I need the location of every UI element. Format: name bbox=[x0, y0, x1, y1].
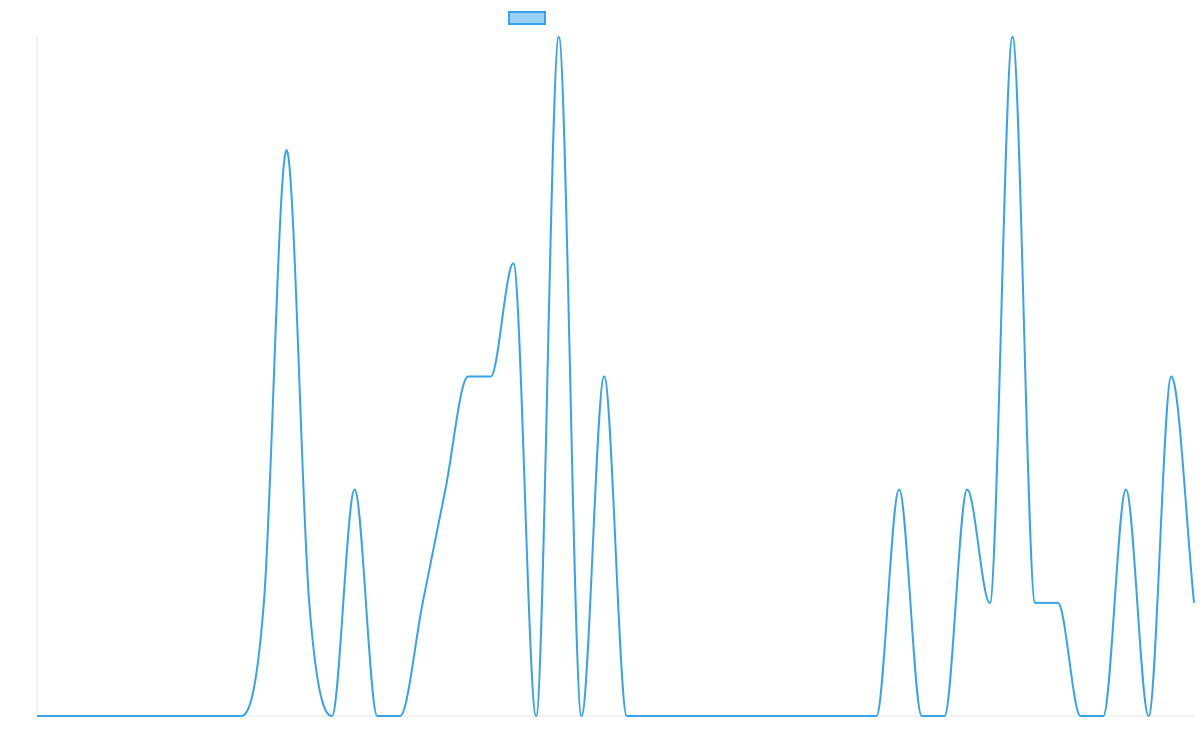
data-point[interactable] bbox=[919, 713, 925, 719]
data-point[interactable] bbox=[125, 713, 131, 719]
data-point[interactable] bbox=[170, 713, 176, 719]
data-point[interactable] bbox=[79, 713, 85, 719]
data-point[interactable] bbox=[261, 600, 267, 606]
data-point[interactable] bbox=[737, 713, 743, 719]
data-point[interactable] bbox=[420, 600, 426, 606]
data-point[interactable] bbox=[669, 713, 675, 719]
data-point[interactable] bbox=[805, 713, 811, 719]
data-point[interactable] bbox=[987, 600, 993, 606]
data-point[interactable] bbox=[941, 713, 947, 719]
data-point[interactable] bbox=[873, 713, 879, 719]
data-point[interactable] bbox=[1055, 600, 1061, 606]
series-line bbox=[37, 36, 1195, 717]
data-point[interactable] bbox=[647, 713, 653, 719]
data-point[interactable] bbox=[1191, 600, 1197, 606]
data-point[interactable] bbox=[828, 713, 834, 719]
data-point[interactable] bbox=[533, 713, 539, 719]
data-point[interactable] bbox=[1123, 487, 1129, 493]
data-point[interactable] bbox=[692, 713, 698, 719]
data-point[interactable] bbox=[397, 713, 403, 719]
data-point[interactable] bbox=[715, 713, 721, 719]
data-point[interactable] bbox=[34, 713, 40, 719]
data-point[interactable] bbox=[1010, 34, 1016, 40]
data-point[interactable] bbox=[193, 713, 199, 719]
data-point[interactable] bbox=[1078, 713, 1084, 719]
data-point[interactable] bbox=[465, 374, 471, 380]
legend-swatch bbox=[508, 11, 546, 25]
data-point[interactable] bbox=[102, 713, 108, 719]
data-point[interactable] bbox=[578, 713, 584, 719]
data-point[interactable] bbox=[851, 713, 857, 719]
data-point[interactable] bbox=[896, 487, 902, 493]
data-point[interactable] bbox=[374, 713, 380, 719]
data-point[interactable] bbox=[57, 713, 63, 719]
data-point[interactable] bbox=[601, 374, 607, 380]
data-point[interactable] bbox=[352, 487, 358, 493]
data-point[interactable] bbox=[510, 260, 516, 266]
legend[interactable] bbox=[508, 10, 552, 26]
data-point[interactable] bbox=[329, 713, 335, 719]
data-point[interactable] bbox=[1100, 713, 1106, 719]
data-point[interactable] bbox=[964, 487, 970, 493]
data-point[interactable] bbox=[1146, 713, 1152, 719]
data-point[interactable] bbox=[215, 713, 221, 719]
data-point[interactable] bbox=[284, 147, 290, 153]
data-point[interactable] bbox=[556, 34, 562, 40]
data-point[interactable] bbox=[1168, 374, 1174, 380]
data-point[interactable] bbox=[624, 713, 630, 719]
data-point[interactable] bbox=[488, 374, 494, 380]
data-point[interactable] bbox=[306, 600, 312, 606]
data-point[interactable] bbox=[442, 487, 448, 493]
data-point[interactable] bbox=[238, 713, 244, 719]
data-point[interactable] bbox=[760, 713, 766, 719]
data-point[interactable] bbox=[1032, 600, 1038, 606]
data-point[interactable] bbox=[783, 713, 789, 719]
data-point[interactable] bbox=[147, 713, 153, 719]
